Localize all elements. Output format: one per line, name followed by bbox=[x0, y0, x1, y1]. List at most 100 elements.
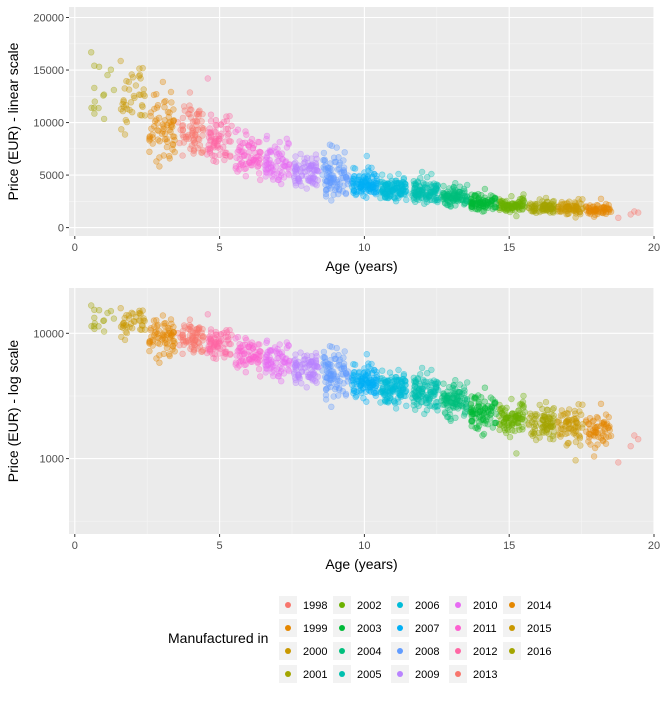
data-point-2003 bbox=[470, 200, 477, 207]
data-point-2015 bbox=[137, 311, 144, 318]
data-point-2002 bbox=[503, 197, 510, 205]
data-point-2014 bbox=[154, 334, 161, 341]
data-point-2007 bbox=[350, 176, 357, 183]
data-point-2006 bbox=[383, 183, 390, 190]
data-point-2000 bbox=[577, 442, 584, 449]
data-point-2007 bbox=[351, 165, 359, 172]
data-point-2006 bbox=[384, 185, 391, 193]
data-point-2015 bbox=[122, 328, 130, 336]
legend-label: 2007 bbox=[415, 623, 439, 635]
data-point-2004 bbox=[461, 200, 469, 207]
data-point-2009 bbox=[292, 356, 299, 363]
data-point-2001 bbox=[546, 209, 554, 216]
data-point-2005 bbox=[419, 186, 426, 193]
data-point-2012 bbox=[217, 345, 224, 353]
data-point-2007 bbox=[372, 185, 379, 193]
data-point-2009 bbox=[315, 364, 322, 371]
data-point-2004 bbox=[461, 199, 469, 207]
data-point-2006 bbox=[383, 395, 391, 402]
data-point-2008 bbox=[326, 141, 334, 148]
data-point-2002 bbox=[503, 202, 511, 209]
data-point-2002 bbox=[505, 201, 512, 208]
data-point-2014 bbox=[169, 146, 176, 153]
data-point-2002 bbox=[511, 202, 519, 210]
data-point-2003 bbox=[477, 201, 484, 209]
data-point-2004 bbox=[440, 191, 447, 198]
data-point-2001 bbox=[543, 205, 550, 212]
data-point-2000 bbox=[572, 214, 579, 221]
data-point-2008 bbox=[325, 168, 332, 175]
data-point-2007 bbox=[367, 185, 374, 192]
data-point-2003 bbox=[482, 203, 490, 210]
data-point-2006 bbox=[400, 186, 407, 194]
data-point-2003 bbox=[479, 202, 487, 210]
data-point-2007 bbox=[365, 180, 373, 188]
data-point-2001 bbox=[543, 206, 551, 213]
data-point-2001 bbox=[542, 194, 550, 202]
data-point-1999 bbox=[607, 208, 615, 215]
data-point-2003 bbox=[468, 199, 475, 207]
data-point-1999 bbox=[586, 206, 594, 213]
data-point-2005 bbox=[412, 188, 419, 195]
data-point-2004 bbox=[460, 201, 468, 208]
data-point-2001 bbox=[542, 204, 549, 212]
data-point-2000 bbox=[557, 201, 565, 208]
y-tick-label: 20000 bbox=[33, 13, 64, 25]
data-point-2010 bbox=[269, 173, 276, 180]
data-point-2008 bbox=[330, 175, 337, 182]
data-point-2000 bbox=[572, 200, 579, 207]
data-point-2007 bbox=[368, 181, 375, 189]
data-point-2006 bbox=[386, 369, 394, 376]
data-point-2010 bbox=[282, 158, 290, 165]
data-point-2005 bbox=[424, 190, 431, 198]
data-point-2008 bbox=[323, 178, 330, 185]
y-tick-label: 10000 bbox=[33, 118, 64, 130]
legend-label: 2013 bbox=[473, 669, 497, 681]
data-point-2002 bbox=[503, 206, 511, 213]
data-point-2010 bbox=[274, 158, 281, 165]
data-point-2007 bbox=[357, 184, 364, 191]
legend-key-2014 bbox=[509, 602, 515, 608]
data-point-2001 bbox=[547, 205, 554, 213]
data-point-2001 bbox=[532, 201, 540, 208]
data-point-2001 bbox=[540, 205, 547, 212]
data-point-2014 bbox=[154, 321, 162, 329]
data-point-2003 bbox=[468, 201, 475, 208]
data-point-1999 bbox=[597, 195, 605, 203]
data-point-2000 bbox=[562, 203, 570, 211]
data-point-2001 bbox=[539, 198, 546, 205]
data-point-2002 bbox=[499, 205, 506, 212]
data-point-2005 bbox=[429, 188, 436, 195]
data-point-2008 bbox=[335, 190, 342, 198]
legend-label: 2016 bbox=[527, 646, 551, 658]
data-point-2000 bbox=[573, 204, 580, 211]
data-point-2009 bbox=[312, 356, 319, 363]
data-point-2005 bbox=[415, 196, 422, 204]
data-point-2000 bbox=[572, 410, 579, 417]
data-point-2007 bbox=[363, 182, 370, 190]
data-point-1999 bbox=[585, 204, 592, 211]
data-point-2008 bbox=[336, 378, 343, 385]
data-point-2012 bbox=[226, 138, 233, 145]
data-point-2010 bbox=[278, 169, 286, 176]
data-point-2003 bbox=[472, 202, 479, 209]
data-point-1999 bbox=[593, 205, 600, 213]
data-point-2007 bbox=[363, 194, 370, 201]
data-point-2013 bbox=[195, 324, 202, 332]
data-point-2013 bbox=[199, 126, 207, 134]
data-point-2004 bbox=[451, 189, 459, 197]
data-point-2007 bbox=[349, 183, 356, 191]
data-point-2009 bbox=[303, 185, 310, 192]
data-point-2011 bbox=[243, 131, 250, 138]
data-point-2006 bbox=[389, 186, 397, 193]
x-tick-label: 20 bbox=[648, 242, 660, 254]
data-point-2004 bbox=[455, 191, 463, 198]
data-point-2004 bbox=[447, 415, 454, 423]
data-point-2016 bbox=[91, 110, 98, 117]
data-point-2002 bbox=[508, 205, 516, 212]
data-point-2002 bbox=[501, 421, 508, 428]
data-point-2006 bbox=[386, 186, 393, 193]
data-point-2006 bbox=[400, 176, 407, 183]
data-point-2007 bbox=[367, 185, 374, 193]
data-point-2006 bbox=[389, 187, 397, 194]
